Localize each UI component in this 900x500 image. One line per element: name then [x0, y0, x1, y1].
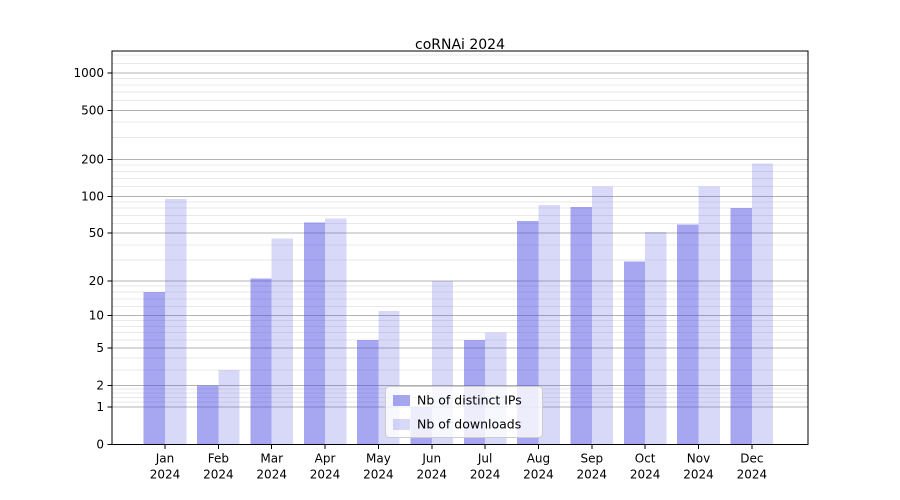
tick-label: 2024 [416, 468, 447, 482]
tick-label: Jul [477, 452, 492, 466]
tick-label: 2024 [203, 468, 234, 482]
bar-downloads-apr [325, 218, 347, 445]
bar-ips-jan [143, 292, 165, 445]
tick-label: 2024 [577, 468, 608, 482]
bar-downloads-mar [271, 238, 293, 445]
tick-label: 2024 [150, 468, 181, 482]
tick-label: 2024 [310, 468, 341, 482]
legend-label-ips: Nb of distinct IPs [417, 393, 522, 408]
tick-label: Sep [580, 452, 603, 466]
bar-ips-oct [623, 261, 646, 445]
tick-label: May [366, 452, 391, 466]
bar-downloads-dec [751, 163, 774, 445]
bars [143, 163, 774, 445]
legend-box [385, 386, 543, 438]
bar-downloads-nov [698, 186, 720, 445]
tick-label: Feb [208, 452, 229, 466]
tick-label: Apr [315, 452, 336, 466]
bar-downloads-jan [165, 199, 187, 445]
tick-label: Dec [740, 452, 763, 466]
tick-label: 2024 [737, 468, 768, 482]
bar-ips-feb [197, 385, 219, 445]
tick-label: Jan [155, 452, 175, 466]
bar-ips-dec [730, 208, 752, 445]
tick-label: 200 [81, 152, 104, 166]
tick-label: 20 [89, 274, 104, 288]
axes: 10005002001005020105210Jan2024Feb2024Mar… [73, 50, 809, 482]
tick-label: 2 [96, 378, 104, 392]
tick-label: 100 [81, 189, 104, 203]
tick-label: 2024 [683, 468, 714, 482]
bar-downloads-oct [645, 232, 667, 445]
plot-frame [111, 50, 809, 445]
chart-title: coRNAi 2024 [414, 37, 506, 53]
bar-ips-apr [303, 222, 326, 445]
tick-label: Nov [687, 452, 710, 466]
tick-label: 2024 [630, 468, 661, 482]
tick-label: 50 [89, 226, 104, 240]
bar-downloads-sep [591, 186, 614, 445]
legend-swatch-ips [393, 395, 410, 406]
tick-label: 1000 [73, 66, 104, 80]
tick-label: Mar [260, 452, 283, 466]
tick-label: 2024 [523, 468, 554, 482]
tick-label: 0 [96, 438, 104, 452]
bar-ips-may [357, 339, 379, 445]
tick-label: Aug [527, 452, 550, 466]
tick-label: 2024 [470, 468, 501, 482]
tick-label: Jun [421, 452, 441, 466]
bar-downloads-aug [538, 205, 560, 445]
legend-swatch-downloads [393, 419, 410, 430]
tick-label: 2024 [256, 468, 287, 482]
bar-ips-nov [677, 224, 699, 445]
tick-label: 5 [96, 341, 104, 355]
legend-label-downloads: Nb of downloads [417, 417, 521, 432]
legend: Nb of distinct IPs Nb of downloads [385, 386, 543, 438]
tick-label: 2024 [363, 468, 394, 482]
tick-label: 500 [81, 103, 104, 117]
bar-ips-mar [250, 278, 272, 445]
tick-label: Oct [635, 452, 656, 466]
tick-label: 10 [89, 309, 104, 323]
bar-ips-sep [570, 206, 592, 445]
tick-label: 1 [96, 400, 104, 414]
bar-downloads-feb [218, 369, 240, 445]
